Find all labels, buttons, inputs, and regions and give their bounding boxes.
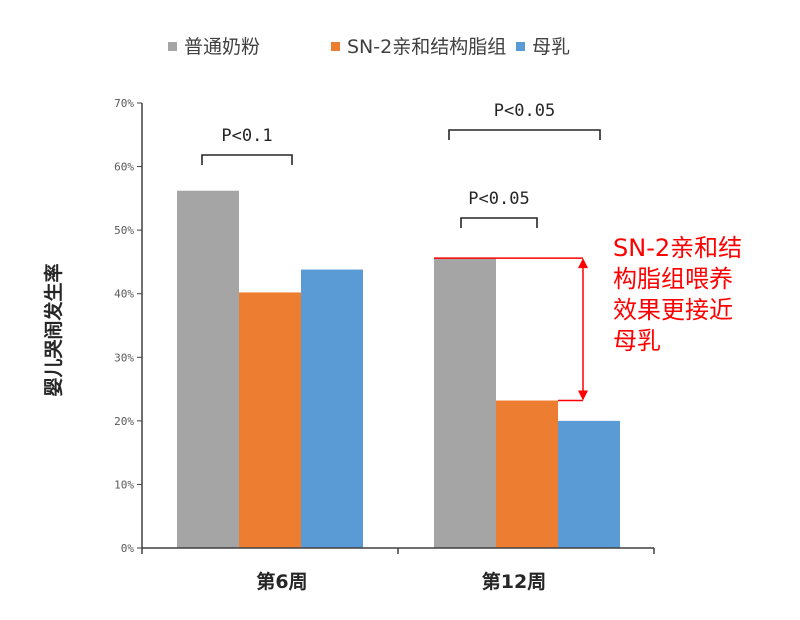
y-axis-ticks: 0% 10% 20% 30% 40% 50% 60% 70% [114,97,142,555]
axes [141,103,655,554]
y-tick-label: 50% [114,224,134,237]
annotation-text-line: 效果更接近 [613,296,733,324]
bar [239,292,301,548]
x-tick-label: 第12周 [482,570,546,593]
legend-swatch [331,42,340,51]
x-tick-label: 第6周 [256,570,307,593]
significance-bracket [448,129,601,140]
bar [177,190,239,548]
y-tick-label: 40% [114,288,134,301]
y-tick-label: 20% [114,415,134,428]
bar [496,400,558,548]
legend-label: SN-2亲和结构脂组 [347,36,506,58]
y-tick-label: 0% [121,542,135,555]
legend-label: 母乳 [532,36,570,58]
bar [434,258,496,548]
x-axis-labels: 第6周 第12周 [256,570,546,593]
bar [301,269,363,548]
y-axis-label: 婴儿哭闹发生率 [42,263,65,396]
annotation-text-line: SN-2亲和结 [613,234,742,262]
y-tick-label: 10% [114,478,134,491]
y-tick-label: 60% [114,161,134,174]
significance-brackets: P<0.1 P<0.05 P<0.05 [201,101,601,228]
y-tick-label: 30% [114,351,134,364]
annotation-arrow-head-up [578,258,588,269]
bar [558,420,620,548]
annotation-arrow-head-down [578,390,588,401]
legend: 普通奶粉 SN-2亲和结构脂组 母乳 [168,36,570,58]
legend-label: 普通奶粉 [184,36,260,58]
significance-label: P<0.1 [221,126,272,146]
annotation-text-line: 母乳 [613,327,661,355]
legend-swatch [168,42,177,51]
significance-bracket [460,217,538,228]
bars [177,190,620,548]
significance-label: P<0.05 [494,101,555,121]
legend-swatch [516,42,525,51]
significance-label: P<0.05 [468,189,529,209]
y-tick-label: 70% [114,97,134,110]
significance-bracket [201,154,293,165]
annotation-text-line: 构脂组喂养 [613,265,733,293]
